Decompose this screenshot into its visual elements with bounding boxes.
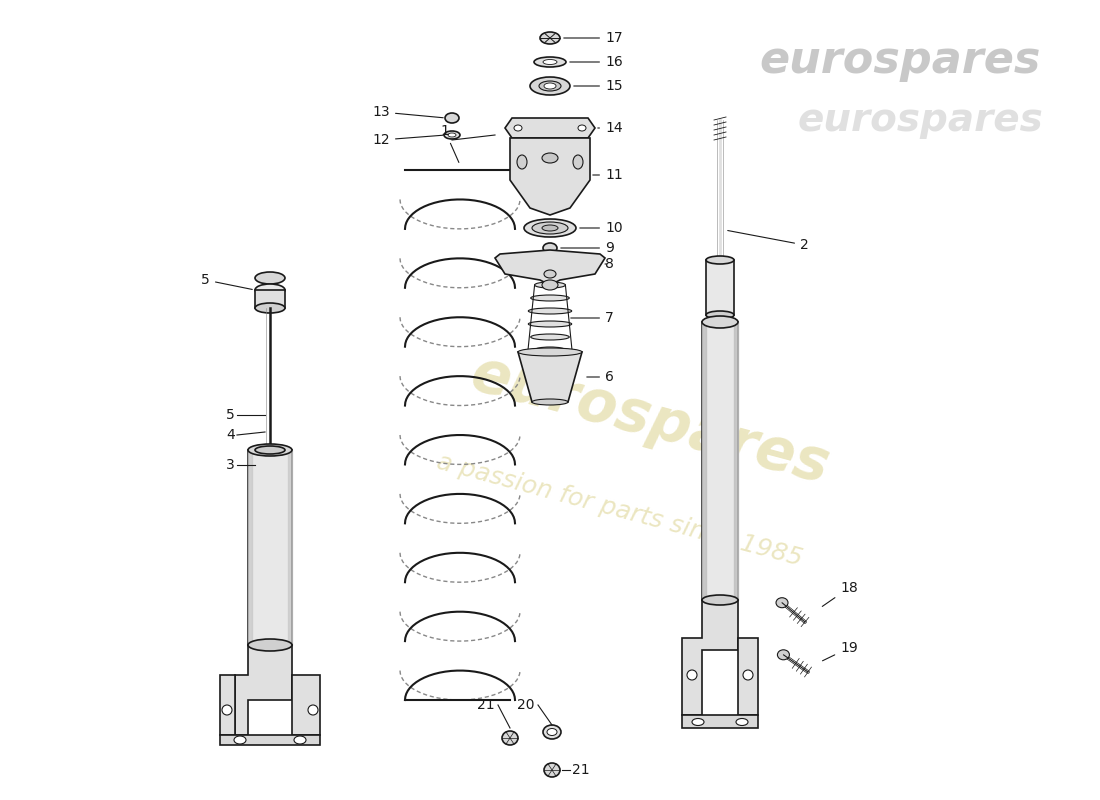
Text: 19: 19 xyxy=(823,641,858,661)
Polygon shape xyxy=(255,290,285,308)
Ellipse shape xyxy=(702,316,738,328)
Text: 20: 20 xyxy=(517,698,535,712)
Text: eurospares: eurospares xyxy=(759,38,1041,82)
Ellipse shape xyxy=(542,153,558,163)
Ellipse shape xyxy=(530,77,570,95)
Ellipse shape xyxy=(542,225,558,231)
Ellipse shape xyxy=(742,670,754,680)
Polygon shape xyxy=(220,675,235,735)
Polygon shape xyxy=(682,600,738,715)
Polygon shape xyxy=(518,352,582,402)
Polygon shape xyxy=(505,118,595,138)
Polygon shape xyxy=(510,138,590,215)
Ellipse shape xyxy=(540,32,560,44)
Polygon shape xyxy=(706,260,734,315)
Ellipse shape xyxy=(234,736,246,744)
Ellipse shape xyxy=(776,598,788,608)
Ellipse shape xyxy=(530,334,570,340)
Ellipse shape xyxy=(308,705,318,715)
Ellipse shape xyxy=(222,705,232,715)
Ellipse shape xyxy=(528,321,572,327)
Ellipse shape xyxy=(517,155,527,169)
Polygon shape xyxy=(235,645,292,735)
Ellipse shape xyxy=(502,731,518,745)
Text: 21: 21 xyxy=(477,698,495,712)
Text: 12: 12 xyxy=(373,133,443,147)
Text: 13: 13 xyxy=(373,105,443,119)
Text: 6: 6 xyxy=(586,370,614,384)
Ellipse shape xyxy=(544,83,556,89)
Ellipse shape xyxy=(578,125,586,131)
Ellipse shape xyxy=(706,311,734,319)
Ellipse shape xyxy=(688,670,697,680)
Text: 17: 17 xyxy=(564,31,623,45)
Text: 15: 15 xyxy=(574,79,623,93)
Polygon shape xyxy=(220,735,320,745)
Polygon shape xyxy=(292,675,320,735)
Text: 9: 9 xyxy=(561,241,614,255)
Ellipse shape xyxy=(255,446,285,454)
Ellipse shape xyxy=(544,763,560,777)
Polygon shape xyxy=(495,250,605,285)
Ellipse shape xyxy=(444,131,460,139)
Text: 8: 8 xyxy=(605,257,614,271)
Ellipse shape xyxy=(518,348,582,356)
Ellipse shape xyxy=(702,595,738,605)
Ellipse shape xyxy=(248,444,292,456)
Ellipse shape xyxy=(573,155,583,169)
Ellipse shape xyxy=(514,125,522,131)
Ellipse shape xyxy=(255,272,285,284)
Ellipse shape xyxy=(535,282,565,288)
Text: 16: 16 xyxy=(570,55,623,69)
Ellipse shape xyxy=(543,725,561,739)
Text: 11: 11 xyxy=(593,168,623,182)
Ellipse shape xyxy=(547,729,557,735)
Text: eurospares: eurospares xyxy=(464,345,836,495)
Ellipse shape xyxy=(248,639,292,651)
Ellipse shape xyxy=(255,284,285,296)
Ellipse shape xyxy=(535,347,565,353)
Ellipse shape xyxy=(534,57,566,67)
Ellipse shape xyxy=(532,399,568,405)
Ellipse shape xyxy=(542,280,558,290)
Text: 18: 18 xyxy=(823,581,858,606)
Ellipse shape xyxy=(255,303,285,313)
Ellipse shape xyxy=(544,270,556,278)
Text: 2: 2 xyxy=(728,230,808,252)
Polygon shape xyxy=(702,322,738,600)
Text: a passion for parts since 1985: a passion for parts since 1985 xyxy=(434,450,805,570)
Text: 5: 5 xyxy=(227,408,235,422)
Ellipse shape xyxy=(706,256,734,264)
Ellipse shape xyxy=(736,718,748,726)
Text: 1: 1 xyxy=(441,124,459,162)
Text: 5: 5 xyxy=(201,273,252,290)
Ellipse shape xyxy=(448,133,456,137)
Ellipse shape xyxy=(528,308,572,314)
Polygon shape xyxy=(682,715,758,728)
Text: 3: 3 xyxy=(227,458,235,472)
Polygon shape xyxy=(248,450,292,645)
Ellipse shape xyxy=(543,59,557,65)
Ellipse shape xyxy=(294,736,306,744)
Ellipse shape xyxy=(539,81,561,91)
Text: 4: 4 xyxy=(227,428,235,442)
Ellipse shape xyxy=(524,219,576,237)
Ellipse shape xyxy=(692,718,704,726)
Text: 21: 21 xyxy=(572,763,590,777)
Text: 7: 7 xyxy=(571,311,614,325)
Ellipse shape xyxy=(778,650,790,660)
Ellipse shape xyxy=(530,295,570,301)
Ellipse shape xyxy=(446,113,459,123)
Ellipse shape xyxy=(543,243,557,253)
Ellipse shape xyxy=(532,222,568,234)
Text: eurospares: eurospares xyxy=(798,101,1043,139)
Text: 14: 14 xyxy=(597,121,623,135)
Text: 10: 10 xyxy=(580,221,623,235)
Polygon shape xyxy=(738,638,758,715)
